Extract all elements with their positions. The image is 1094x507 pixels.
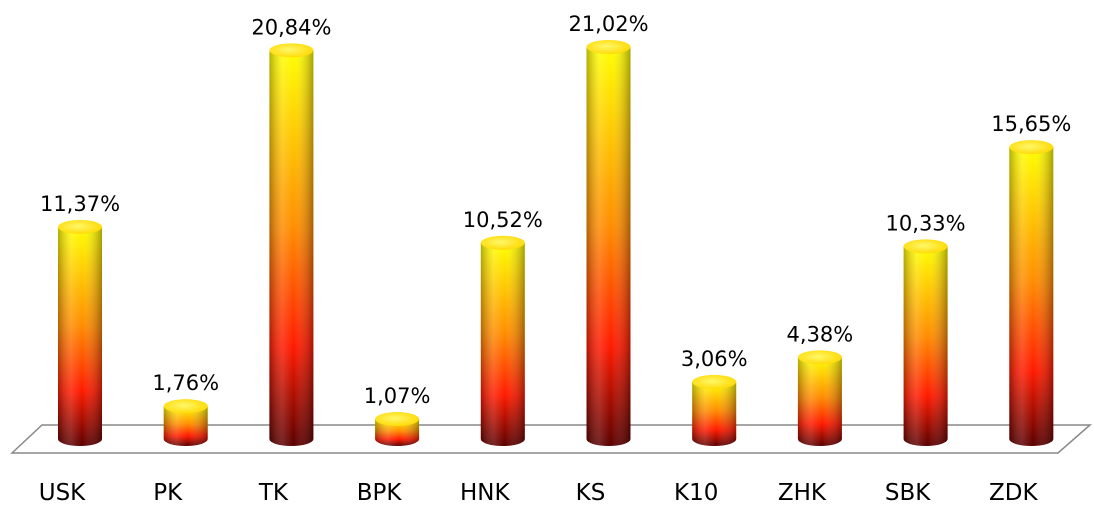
bar-cap-tk: [269, 43, 314, 58]
bar-sbk: [903, 239, 948, 446]
bar-cap-bpk: [375, 412, 420, 427]
data-label-pk: 1,76%: [152, 371, 219, 395]
bar-shade-sbk: [903, 246, 948, 446]
bar-cap-ks: [586, 39, 631, 54]
category-label-zdk: ZDK: [989, 480, 1038, 506]
value-labels-layer: 11,37% 1,76% 20,84% 1,07% 10,52% 21,02% 3,06% 4…: [40, 12, 1071, 408]
bar-bpk: [375, 412, 420, 446]
bar-shade-pk: [163, 406, 208, 446]
bar-cap-zhk: [797, 350, 842, 365]
category-label-tk: TK: [258, 480, 289, 506]
category-label-sbk: SBK: [885, 480, 931, 506]
bar-shade-hnk: [480, 242, 525, 446]
bar-shade-zhk: [797, 357, 842, 446]
bar-tk: [269, 43, 314, 447]
bars-layer: [58, 39, 1054, 447]
category-label-zhk: ZHK: [778, 480, 827, 506]
bar-cap-hnk: [480, 235, 525, 250]
bar-cap-k10: [692, 374, 737, 389]
data-label-ks: 21,02%: [568, 12, 648, 36]
bar-pk: [163, 399, 208, 446]
bar-zdk: [1009, 140, 1054, 446]
category-label-pk: PK: [153, 480, 183, 506]
category-label-ks: KS: [576, 480, 606, 506]
bar-zhk: [797, 350, 842, 446]
bar-shade-bpk: [375, 419, 420, 446]
bar-cap-sbk: [903, 239, 948, 254]
bar-shade-zdk: [1009, 147, 1054, 446]
category-labels-layer: USK PK TK BPK HNK KS K10 ZHK SBK ZDK: [39, 480, 1039, 506]
data-label-sbk: 10,33%: [886, 211, 966, 235]
bar-cap-zdk: [1009, 140, 1054, 155]
bar-usk: [58, 219, 102, 446]
data-label-bpk: 1,07%: [364, 384, 431, 408]
bar-cap-usk: [58, 219, 102, 234]
category-label-usk: USK: [39, 480, 86, 506]
data-label-zdk: 15,65%: [991, 112, 1071, 136]
bar-ks: [586, 39, 631, 447]
bar-hnk: [480, 235, 525, 446]
bar-k10: [692, 374, 737, 446]
data-label-usk: 11,37%: [40, 192, 120, 216]
bar-shade-usk: [58, 226, 102, 446]
bar-shade-ks: [586, 46, 631, 447]
category-label-hnk: HNK: [460, 480, 511, 506]
data-label-hnk: 10,52%: [463, 208, 543, 232]
bar-shade-tk: [269, 50, 314, 447]
data-label-zhk: 4,38%: [787, 322, 854, 346]
category-label-k10: K10: [674, 480, 718, 506]
bar-cap-pk: [163, 399, 208, 414]
data-label-k10: 3,06%: [681, 347, 748, 371]
category-label-bpk: BPK: [357, 480, 403, 506]
data-label-tk: 20,84%: [251, 15, 331, 39]
bar-shade-k10: [692, 381, 737, 446]
